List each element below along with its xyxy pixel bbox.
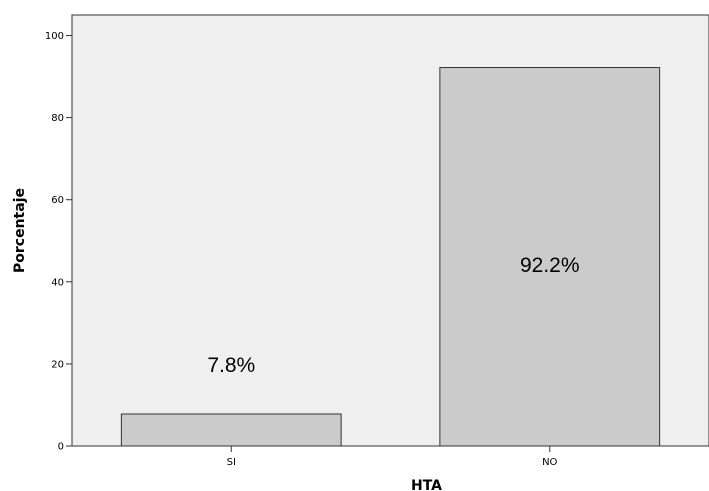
y-tick-label: 0: [58, 442, 64, 453]
y-tick-label: 20: [51, 359, 64, 370]
data-label-si: 7.8%: [207, 354, 255, 377]
y-axis: 0 20 40 60 80 100: [45, 31, 72, 453]
x-tick-label: NO: [542, 457, 557, 468]
y-tick-label: 40: [51, 277, 64, 288]
y-axis-title: Porcentaje: [12, 188, 28, 273]
data-label-no: 92.2%: [520, 254, 580, 277]
y-tick-label: 80: [51, 113, 64, 124]
x-axis: SI NO: [227, 446, 558, 468]
y-tick-label: 60: [51, 195, 64, 206]
bar-no: [439, 67, 661, 447]
x-axis-title: HTA: [411, 478, 442, 491]
data-labels-group: 7.8% 92.2%: [207, 254, 579, 377]
y-tick-label: 100: [45, 31, 64, 42]
x-tick-label: SI: [227, 457, 236, 468]
bars-group: [120, 67, 661, 447]
bar-si: [120, 413, 342, 447]
